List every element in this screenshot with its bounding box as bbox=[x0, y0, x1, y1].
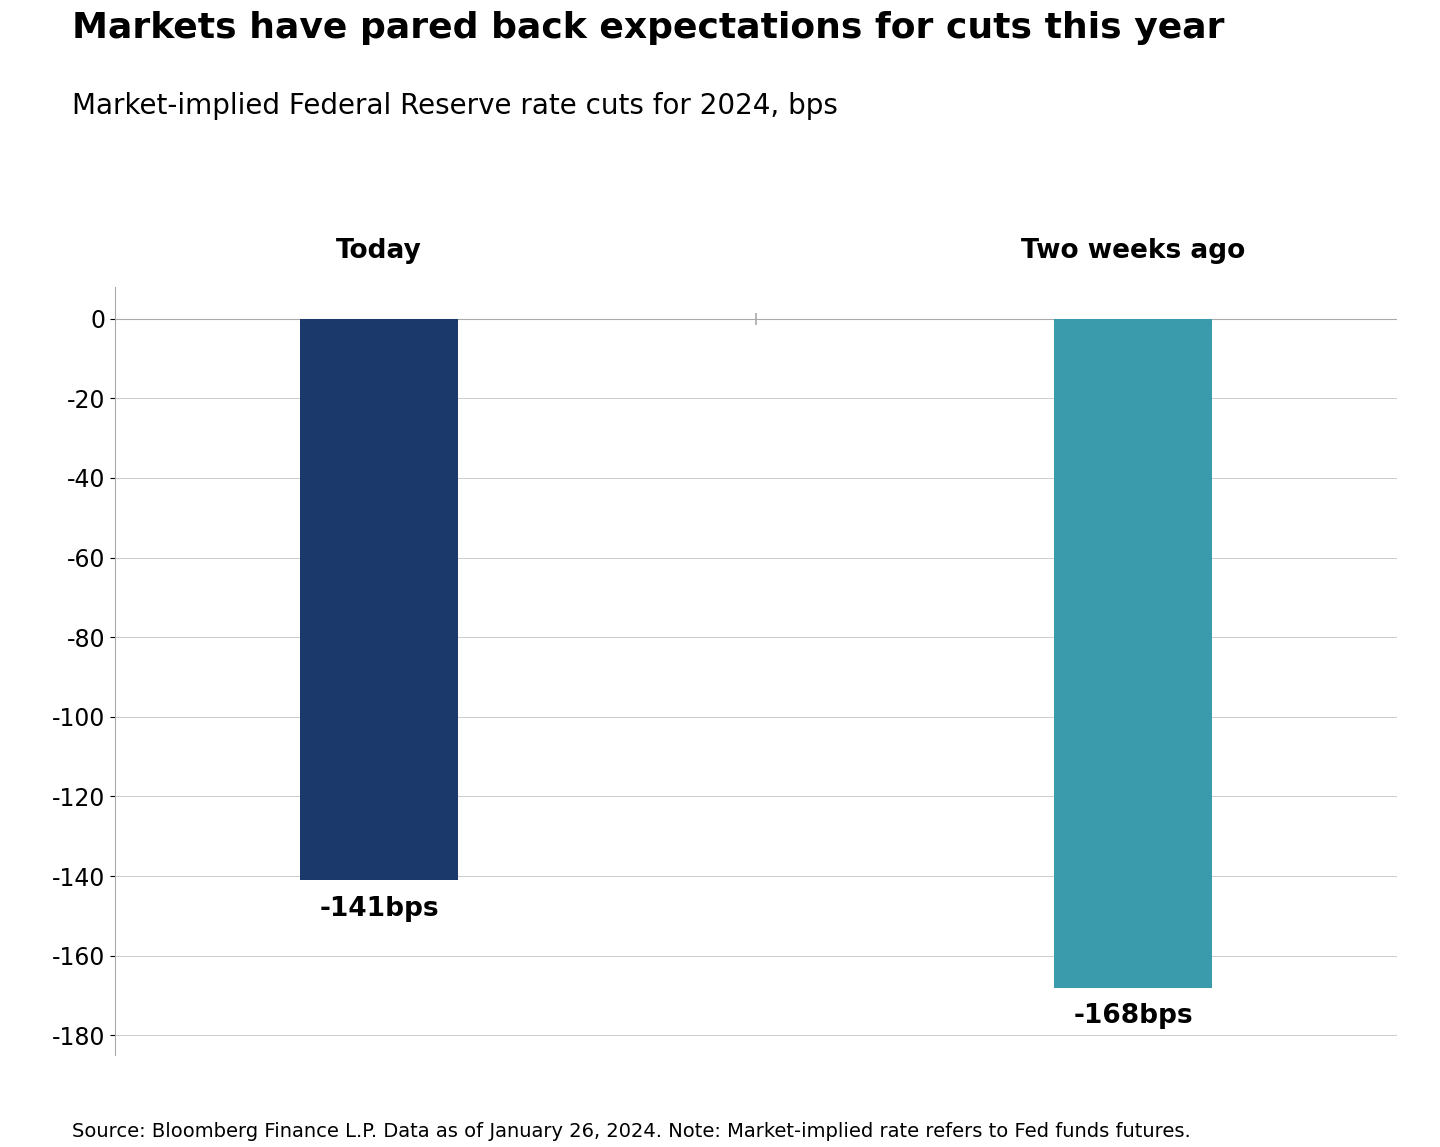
Text: -168bps: -168bps bbox=[1073, 1004, 1192, 1030]
Text: Source: Bloomberg Finance L.P. Data as of January 26, 2024. Note: Market-implied: Source: Bloomberg Finance L.P. Data as o… bbox=[72, 1122, 1191, 1141]
Text: Today: Today bbox=[336, 237, 422, 264]
Bar bbox=[300, 319, 458, 880]
Text: Market-implied Federal Reserve rate cuts for 2024, bps: Market-implied Federal Reserve rate cuts… bbox=[72, 92, 838, 119]
Text: Markets have pared back expectations for cuts this year: Markets have pared back expectations for… bbox=[72, 11, 1224, 46]
Bar bbox=[1054, 319, 1212, 988]
Text: -141bps: -141bps bbox=[320, 896, 439, 922]
Text: Two weeks ago: Two weeks ago bbox=[1021, 237, 1246, 264]
